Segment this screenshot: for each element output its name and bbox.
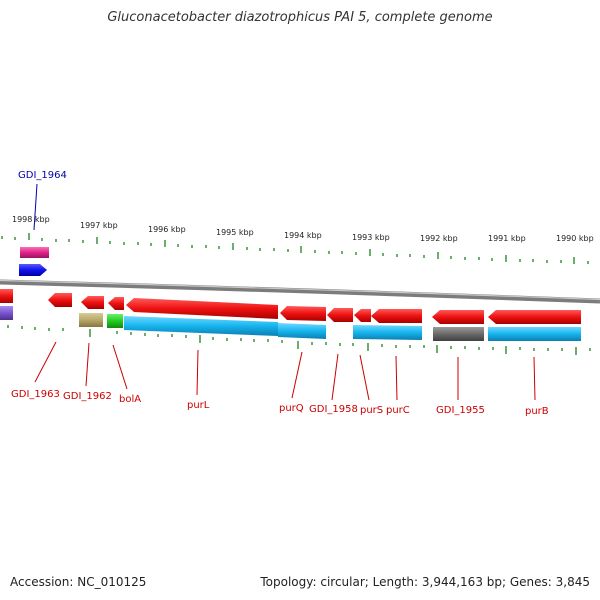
scale-label: 1995 kbp — [216, 228, 254, 237]
gene-label[interactable]: purS — [360, 405, 383, 416]
gene-feature[interactable] — [19, 264, 47, 276]
gene-feature[interactable] — [48, 293, 72, 307]
scale-label: 1998 kbp — [12, 215, 50, 224]
genome-summary-label: Topology: circular; Length: 3,944,163 bp… — [260, 575, 590, 589]
gene-feature[interactable] — [108, 297, 124, 310]
outer-tick-ring — [1, 233, 589, 264]
gene-feature[interactable] — [327, 308, 353, 322]
gene-feature[interactable] — [371, 309, 422, 323]
gene-feature[interactable] — [280, 306, 326, 321]
gene-label[interactable]: GDI_1958 — [309, 404, 358, 415]
gene-label[interactable]: GDI_1955 — [436, 405, 485, 416]
gene-label[interactable]: purQ — [279, 403, 304, 414]
gene-label[interactable]: GDI_1963 — [11, 389, 60, 400]
label-leader-lines — [33, 183, 536, 401]
gene-label[interactable]: purL — [187, 400, 210, 411]
gene-feature[interactable] — [488, 310, 581, 324]
gene-feature[interactable] — [107, 314, 123, 328]
scale-label: 1994 kbp — [284, 231, 322, 240]
gene-label[interactable]: purC — [386, 405, 410, 416]
gene-feature[interactable] — [433, 327, 484, 341]
feature-lane-lower — [0, 306, 581, 341]
gene-feature[interactable] — [432, 310, 484, 324]
gene-feature[interactable] — [0, 306, 13, 320]
gene-feature[interactable] — [278, 323, 326, 339]
gene-feature[interactable] — [0, 289, 13, 303]
gene-feature[interactable] — [20, 247, 49, 258]
gene-feature[interactable] — [354, 309, 371, 322]
gene-feature[interactable] — [126, 298, 278, 319]
gene-label[interactable]: GDI_1964 — [18, 170, 67, 181]
inner-tick-ring — [7, 325, 591, 355]
scale-label: 1993 kbp — [352, 233, 390, 242]
gene-feature[interactable] — [353, 325, 422, 340]
reverse-strand-genes — [0, 289, 581, 324]
gene-feature[interactable] — [124, 316, 278, 336]
gene-feature[interactable] — [81, 296, 104, 309]
scale-label: 1991 kbp — [488, 234, 526, 243]
gene-label[interactable]: purB — [525, 406, 549, 417]
genome-title: Gluconacetobacter diazotrophicus PAI 5, … — [107, 10, 493, 25]
forward-strand — [19, 247, 49, 276]
scale-label: 1997 kbp — [80, 221, 118, 230]
scale-label: 1992 kbp — [420, 234, 458, 243]
gene-feature[interactable] — [79, 313, 103, 327]
gene-label[interactable]: GDI_1962 — [63, 391, 112, 402]
gene-feature[interactable] — [488, 327, 581, 341]
gene-label[interactable]: bolA — [119, 394, 141, 405]
genome-backbone — [0, 279, 600, 304]
accession-label: Accession: NC_010125 — [10, 575, 147, 589]
scale-label: 1996 kbp — [148, 225, 186, 234]
scale-label: 1990 kbp — [556, 234, 594, 243]
